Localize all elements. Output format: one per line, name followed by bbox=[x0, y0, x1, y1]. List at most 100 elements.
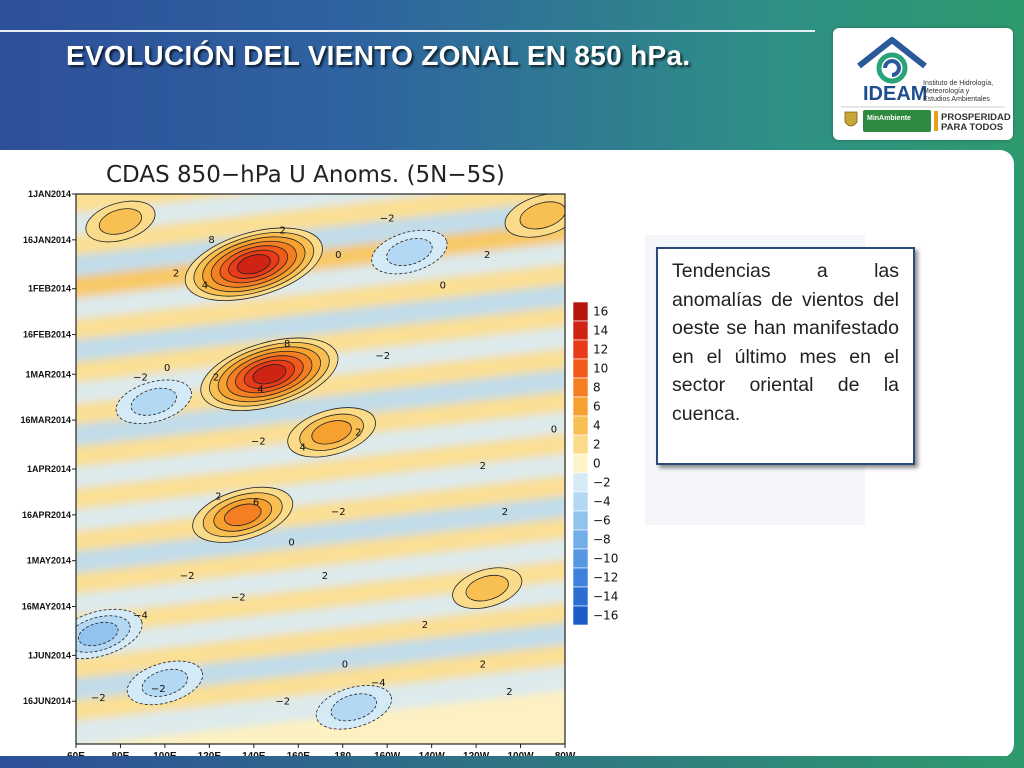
contour-label: −4 bbox=[371, 678, 386, 689]
contour-label: 2 bbox=[484, 250, 490, 261]
contour-label: −2 bbox=[231, 592, 246, 603]
anomaly-band bbox=[76, 194, 465, 239]
contour-label: −2 bbox=[91, 693, 106, 704]
colorbar-label: −8 bbox=[593, 533, 611, 547]
colorbar-swatch bbox=[572, 567, 589, 588]
anomaly-band bbox=[76, 495, 565, 577]
colorbar-label: −2 bbox=[593, 476, 611, 490]
contour-label: 4 bbox=[300, 443, 306, 454]
description-text: Tendencias a las anomalías de vientos de… bbox=[672, 260, 899, 425]
logo-subtitle-3: Estudios Ambientales bbox=[923, 96, 990, 103]
anomaly-contour bbox=[236, 254, 271, 275]
contour-label: 2 bbox=[280, 226, 286, 237]
contour-label: −2 bbox=[251, 437, 266, 448]
anomaly-band bbox=[76, 242, 565, 323]
colorbar-label: −4 bbox=[593, 495, 611, 509]
slogan-line-1: PROSPERIDAD bbox=[941, 112, 1011, 123]
colorbar-label: −16 bbox=[593, 609, 618, 623]
colorbar-label: 2 bbox=[593, 438, 601, 452]
contour-label: 2 bbox=[422, 620, 428, 631]
chart-title: CDAS 850−hPa U Anoms. (5N−5S) bbox=[106, 162, 505, 188]
y-tick-label: 1APR2014 bbox=[27, 464, 71, 474]
colorbar-swatch bbox=[572, 548, 589, 569]
colorbar-swatch bbox=[572, 339, 589, 360]
anomaly-band bbox=[76, 517, 565, 598]
slogan-line-2: PARA TODOS bbox=[941, 122, 1003, 133]
contour-label: 4 bbox=[257, 385, 263, 396]
colorbar-swatch bbox=[572, 491, 589, 512]
anomaly-contour bbox=[311, 420, 352, 445]
contour-label: 2 bbox=[215, 492, 221, 503]
logo-name: IDEAM bbox=[863, 83, 927, 105]
contour-label: −2 bbox=[380, 214, 395, 225]
anomaly-contour bbox=[465, 574, 509, 602]
contour-label: −2 bbox=[180, 571, 195, 582]
colorbar-swatch bbox=[572, 396, 589, 417]
header-line bbox=[0, 30, 815, 32]
logo-subtitle-2: Meteorología y bbox=[923, 88, 970, 95]
colorbar-swatch bbox=[572, 510, 589, 531]
anomaly-contour bbox=[519, 201, 565, 230]
contour-label: 2 bbox=[173, 269, 179, 280]
bottom-bar bbox=[0, 756, 1024, 768]
colorbar-label: −10 bbox=[593, 552, 618, 566]
y-tick-label: 16JUN2014 bbox=[23, 696, 71, 706]
anomaly-band bbox=[76, 580, 565, 662]
anomaly-contour bbox=[252, 364, 287, 385]
contour-label: −2 bbox=[275, 696, 290, 707]
anomaly-band bbox=[76, 601, 565, 683]
contour-labels: −2 2 8 4 2 0 2 0 8 4 2 −2 −2 0 2 4 −2 2 0 2 6 −2 2 0 −2 2 −2 −4 2 0 2 −… bbox=[91, 214, 557, 708]
ministry-label: MinAmbiente bbox=[867, 115, 911, 122]
anomaly-band bbox=[76, 432, 565, 514]
contour-label: 2 bbox=[480, 660, 486, 671]
logo-panel: IDEAM Instituto de Hidrología, Meteorolo… bbox=[833, 28, 1013, 140]
colorbar-swatch bbox=[572, 301, 589, 322]
page-title: EVOLUCIÓN DEL VIENTO ZONAL EN 850 hPa. bbox=[66, 40, 691, 71]
anomaly-contour bbox=[130, 387, 177, 416]
slogan-stripe bbox=[934, 111, 938, 131]
contour-label: 4 bbox=[202, 281, 208, 292]
anomaly-band bbox=[76, 665, 565, 744]
contour-label: 0 bbox=[164, 363, 170, 374]
colorbar-swatch bbox=[572, 605, 589, 626]
anomaly-band bbox=[76, 347, 565, 429]
contour-label: 2 bbox=[480, 461, 486, 472]
ministry-badge bbox=[863, 110, 931, 132]
contour-label: 0 bbox=[440, 281, 446, 292]
y-tick-label: 1JUN2014 bbox=[28, 650, 71, 660]
description-box: Tendencias a las anomalías de vientos de… bbox=[656, 247, 915, 465]
colorbar-swatch bbox=[572, 415, 589, 436]
y-tick-label: 16JAN2014 bbox=[23, 235, 71, 245]
contour-label: −2 bbox=[375, 351, 390, 362]
logo-subtitle-1: Instituto de Hidrología, bbox=[923, 80, 993, 87]
contour-label: 0 bbox=[288, 537, 294, 548]
y-tick-label: 1MAR2014 bbox=[25, 369, 71, 379]
colorbar-label: 14 bbox=[593, 324, 608, 338]
ideam-logo: IDEAM Instituto de Hidrología, Meteorolo… bbox=[841, 37, 1011, 133]
colorbar-label: 8 bbox=[593, 381, 601, 395]
anomaly-band bbox=[76, 284, 565, 365]
y-tick-label: 1FEB2014 bbox=[28, 284, 71, 294]
y-tick-label: 1MAY2014 bbox=[27, 556, 71, 566]
colorbar-label: 4 bbox=[593, 419, 601, 433]
colorbar-swatch bbox=[572, 472, 589, 493]
contour-label: 0 bbox=[342, 660, 348, 671]
colorbar-label: 12 bbox=[593, 343, 608, 357]
colorbar-swatch bbox=[572, 453, 589, 474]
colorbar: 16 14 12 10 8 6 4 2 0 −2 −4 −6 −8 −10 −12 −14 −16 bbox=[572, 301, 618, 626]
colorbar-label: −12 bbox=[593, 571, 618, 585]
colorbar-swatch bbox=[572, 586, 589, 607]
colorbar-label: −14 bbox=[593, 590, 618, 604]
colorbar-swatch bbox=[572, 529, 589, 550]
contour-label: 2 bbox=[355, 427, 361, 438]
anomaly-band bbox=[76, 538, 565, 619]
anomaly-contour bbox=[223, 503, 262, 527]
colorbar-label: −6 bbox=[593, 514, 611, 528]
y-tick-label: 16MAY2014 bbox=[22, 602, 71, 612]
colorbar-label: 16 bbox=[593, 305, 608, 319]
y-tick-label: 16FEB2014 bbox=[23, 330, 71, 340]
plot-area: −2 2 8 4 2 0 2 0 8 4 2 −2 −2 0 2 4 −2 2 0 2 6 −2 2 0 −2 2 −2 −4 2 0 2 −… bbox=[76, 194, 565, 744]
contour-label: 8 bbox=[208, 235, 214, 246]
contour-label: 2 bbox=[502, 507, 508, 518]
anomaly-contour bbox=[386, 238, 433, 267]
